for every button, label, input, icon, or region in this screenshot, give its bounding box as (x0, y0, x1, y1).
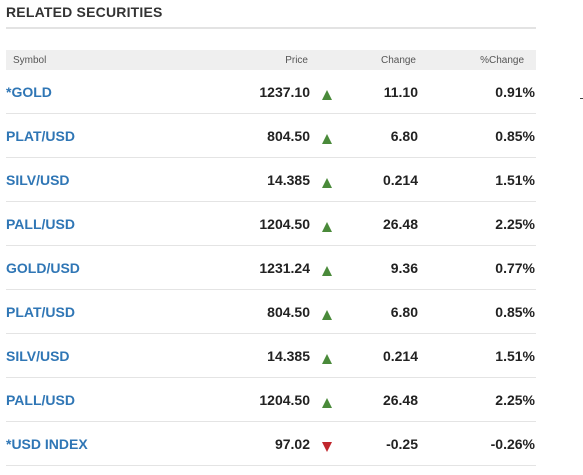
change-value: 9.36 (390, 260, 418, 276)
triangle-up-icon (322, 398, 332, 408)
table-row: SILV/USD 14.385 0.214 1.51% (6, 158, 536, 202)
price-value: 1231.24 (259, 260, 310, 276)
pct-change-value: 1.51% (495, 172, 535, 188)
change-value: 6.80 (390, 304, 418, 320)
price-value: 1204.50 (259, 216, 310, 232)
price-value: 804.50 (267, 128, 310, 144)
header-price: Price (285, 55, 308, 66)
table-header: Symbol Price Change %Change (6, 50, 536, 70)
pct-change-value: 0.91% (495, 84, 535, 100)
triangle-up-icon (322, 266, 332, 276)
triangle-up-icon (322, 134, 332, 144)
header-change: Change (380, 55, 416, 66)
symbol-link[interactable]: PALL/USD (6, 216, 75, 232)
triangle-up-icon (322, 222, 332, 232)
symbol-link[interactable]: *USD INDEX (6, 436, 88, 452)
price-value: 14.385 (267, 348, 310, 364)
table-row: PALL/USD 1204.50 26.48 2.25% (6, 202, 536, 246)
change-value: 6.80 (390, 128, 418, 144)
table-row: PLAT/USD 804.50 6.80 0.85% (6, 290, 536, 334)
change-value: -0.25 (386, 436, 418, 452)
symbol-link[interactable]: PALL/USD (6, 392, 75, 408)
pct-change-value: 2.25% (495, 392, 535, 408)
triangle-up-icon (322, 178, 332, 188)
pct-change-value: 0.85% (495, 128, 535, 144)
pct-change-value: 1.51% (495, 348, 535, 364)
triangle-down-icon (322, 442, 332, 452)
change-value: 11.10 (383, 84, 418, 100)
header-pct-change: %Change (480, 55, 524, 66)
related-securities-table: Symbol Price Change %Change *GOLD 1237.1… (6, 50, 536, 466)
change-value: 26.48 (382, 392, 418, 408)
triangle-up-icon (322, 354, 332, 364)
pct-change-value: -0.26% (490, 436, 535, 452)
table-row: PLAT/USD 804.50 6.80 0.85% (6, 114, 536, 158)
pct-change-value: 2.25% (495, 216, 535, 232)
table-row: PALL/USD 1204.50 26.48 2.25% (6, 378, 536, 422)
triangle-up-icon (322, 310, 332, 320)
price-value: 1237.10 (259, 84, 310, 100)
table-row: GOLD/USD 1231.24 9.36 0.77% (6, 246, 536, 290)
symbol-link[interactable]: GOLD/USD (6, 260, 80, 276)
symbol-link[interactable]: *GOLD (6, 84, 52, 100)
change-value: 26.48 (382, 216, 418, 232)
symbol-link[interactable]: PLAT/USD (6, 128, 75, 144)
symbol-link[interactable]: SILV/USD (6, 348, 70, 364)
table-row: *USD INDEX 97.02 -0.25 -0.26% (6, 422, 536, 466)
symbol-link[interactable]: PLAT/USD (6, 304, 75, 320)
edge-tick-mark (580, 98, 583, 99)
section-title: RELATED SECURITIES (6, 4, 163, 20)
pct-change-value: 0.85% (495, 304, 535, 320)
price-value: 804.50 (267, 304, 310, 320)
symbol-link[interactable]: SILV/USD (6, 172, 70, 188)
table-row: SILV/USD 14.385 0.214 1.51% (6, 334, 536, 378)
header-symbol: Symbol (13, 55, 47, 66)
price-value: 97.02 (274, 436, 310, 452)
change-value: 0.214 (382, 348, 418, 364)
price-value: 14.385 (267, 172, 310, 188)
triangle-up-icon (322, 90, 332, 100)
table-row: *GOLD 1237.10 11.10 0.91% (6, 70, 536, 114)
title-divider (6, 27, 536, 29)
price-value: 1204.50 (259, 392, 310, 408)
pct-change-value: 0.77% (495, 260, 535, 276)
change-value: 0.214 (382, 172, 418, 188)
